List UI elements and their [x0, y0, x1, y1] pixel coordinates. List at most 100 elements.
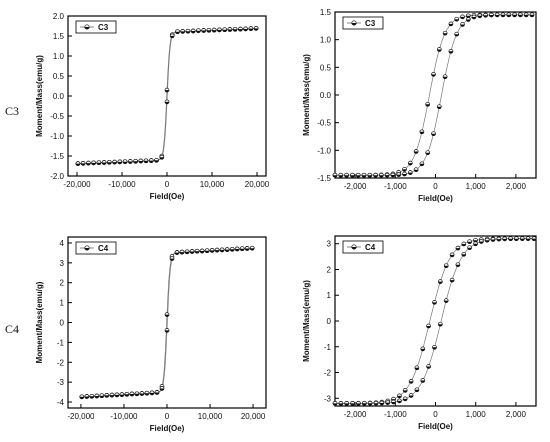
data-point-fill	[139, 393, 144, 396]
data-point-fill	[443, 76, 448, 79]
data-point-fill	[432, 347, 437, 350]
data-point-fill	[356, 403, 361, 406]
y-axis-label: Moment/Mass(emu/g)	[302, 280, 311, 362]
plot-frame	[334, 11, 537, 179]
data-point-fill	[448, 23, 453, 26]
data-point-fill	[170, 35, 175, 38]
data-point-fill	[109, 395, 114, 398]
y-tick-label: 0.5	[320, 63, 332, 72]
data-point-fill	[431, 74, 436, 77]
data-point-fill	[402, 169, 407, 172]
data-point-fill	[344, 403, 349, 406]
y-tick-label: -1	[57, 338, 65, 347]
chart-panel-bottom-right: -2,000 -1,000 0 1,000 2,000 -3 -2 -1 0 1 2 3 Field(O…	[302, 235, 537, 431]
row-label-c4: C4	[5, 322, 20, 336]
data-point-fill	[248, 28, 253, 31]
data-point-fill	[379, 403, 384, 405]
data-point-fill	[159, 157, 164, 160]
data-point-fill	[524, 14, 529, 17]
x-tick-label: 1,000	[466, 410, 487, 419]
legend: C4	[342, 240, 384, 254]
data-point-fill	[420, 380, 425, 383]
data-point-fill	[201, 30, 206, 33]
legend-label: C4	[98, 244, 109, 253]
legend-label: C4	[365, 243, 376, 252]
data-point-fill	[409, 395, 414, 398]
data-point-fill	[391, 402, 396, 404]
data-point-fill	[467, 241, 472, 244]
data-point-fill	[254, 28, 259, 31]
hysteresis-branch	[81, 247, 253, 398]
data-point-fill	[112, 162, 117, 165]
data-point-fill	[520, 238, 525, 241]
data-point-fill	[94, 396, 99, 398]
legend: C3	[342, 16, 384, 30]
data-point-fill	[397, 400, 402, 403]
data-point-fill	[397, 395, 402, 398]
legend-label: C3	[365, 19, 376, 28]
y-tick-label: 4	[60, 239, 65, 248]
y-tick-label: 2	[60, 279, 65, 288]
y-tick-label: -0.5	[50, 112, 64, 121]
data-point-fill	[485, 240, 490, 243]
chart-panel-top-left: -20,000 -10,000 0 10,000 20,000 -2.0 -1.5 -1.0 -…	[35, 12, 270, 201]
data-point-fill	[477, 15, 482, 18]
data-point-fill	[175, 31, 180, 34]
data-point-fill	[206, 30, 211, 33]
x-tick-label: -20,000	[67, 412, 95, 421]
legend-box	[342, 240, 384, 254]
chart-panel-top-right: -2,000 -1,000 0 1,000 2,000 -1.5 -1.0 -0.5 0.0 0.…	[302, 8, 537, 203]
data-point-fill	[84, 396, 89, 399]
data-point-fill	[512, 14, 517, 17]
data-point-fill	[473, 243, 478, 246]
data-point-fill	[426, 366, 431, 369]
data-point-fill	[379, 175, 384, 178]
data-point-fill	[448, 51, 453, 54]
hysteresis-branch	[335, 14, 532, 176]
x-axis-label: Field(Oe)	[418, 422, 453, 431]
data-point-fill	[99, 395, 104, 398]
data-point-fill	[170, 258, 174, 261]
data-point-fill	[180, 252, 184, 255]
data-point-fill	[356, 175, 361, 178]
x-tick-label: -2,000	[344, 410, 367, 419]
y-axis-label: Moment/Mass(emu/g)	[302, 54, 311, 136]
data-point-fill	[240, 248, 245, 251]
x-tick-label: -20,000	[63, 180, 91, 189]
y-axis-label: Moment/Mass(emu/g)	[35, 281, 44, 363]
data-point-fill	[155, 392, 159, 395]
data-point-fill	[119, 394, 124, 397]
data-point-fill	[96, 162, 101, 165]
y-tick-label: 0	[60, 319, 65, 328]
data-point-fill	[238, 29, 243, 32]
data-point-fill	[212, 30, 217, 33]
data-point-fill	[437, 106, 442, 109]
data-point-fill	[186, 31, 190, 34]
x-tick-label: 0	[433, 182, 438, 191]
legend: C4	[75, 241, 117, 255]
data-point-fill	[150, 392, 154, 395]
data-point-fill	[344, 175, 349, 178]
data-point-fill	[154, 160, 159, 163]
y-tick-label: -2	[324, 369, 332, 378]
x-tick-label: 2,000	[506, 182, 527, 191]
legend-label: C3	[98, 23, 109, 32]
data-point-fill	[128, 161, 133, 164]
x-tick-label: -10,000	[108, 180, 136, 189]
data-point-fill	[450, 280, 455, 283]
plot-frame	[67, 236, 267, 409]
x-tick-label: 20,000	[241, 412, 266, 421]
data-point-fill	[508, 238, 513, 241]
y-tick-label: 0.0	[53, 92, 65, 101]
data-point-fill	[396, 174, 401, 177]
data-point-fill	[532, 238, 536, 241]
data-point-fill	[426, 326, 431, 328]
data-point-fill	[75, 163, 80, 166]
data-point-fill	[526, 238, 531, 241]
data-point-fill	[491, 239, 495, 242]
data-point-fill	[420, 348, 425, 351]
data-point-fill	[495, 14, 500, 17]
data-point-fill	[444, 265, 449, 268]
y-tick-label: -1.5	[317, 174, 331, 183]
data-point-fill	[333, 403, 337, 406]
